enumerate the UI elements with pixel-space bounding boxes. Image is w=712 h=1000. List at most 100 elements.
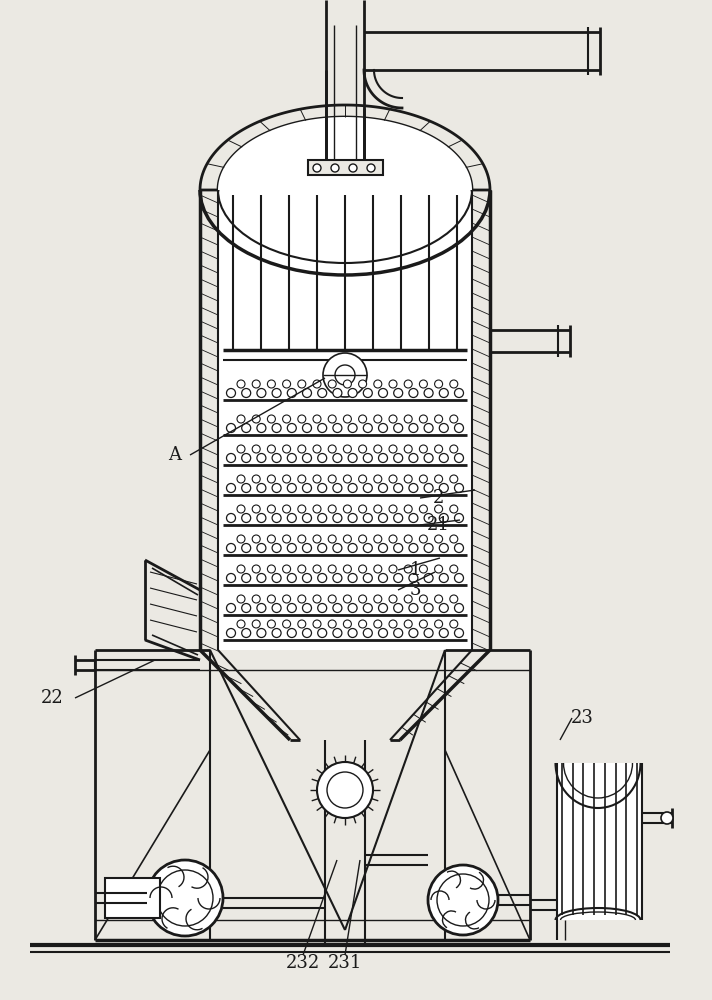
Circle shape	[379, 629, 387, 638]
Circle shape	[419, 535, 427, 543]
Circle shape	[226, 484, 236, 492]
Circle shape	[313, 535, 321, 543]
Circle shape	[313, 505, 321, 513]
Circle shape	[237, 475, 245, 483]
Circle shape	[237, 595, 245, 603]
Circle shape	[450, 505, 458, 513]
Circle shape	[328, 505, 336, 513]
Circle shape	[318, 574, 327, 582]
Circle shape	[318, 629, 327, 638]
Circle shape	[288, 603, 296, 612]
Circle shape	[328, 415, 336, 423]
Circle shape	[379, 424, 387, 432]
Circle shape	[313, 164, 321, 172]
Circle shape	[424, 484, 433, 492]
Circle shape	[404, 565, 412, 573]
Circle shape	[389, 535, 397, 543]
Circle shape	[272, 454, 281, 462]
Circle shape	[283, 380, 290, 388]
Circle shape	[389, 475, 397, 483]
Circle shape	[379, 388, 387, 397]
Circle shape	[333, 424, 342, 432]
Polygon shape	[218, 190, 472, 650]
Circle shape	[454, 544, 464, 552]
Circle shape	[434, 505, 443, 513]
Circle shape	[439, 484, 449, 492]
Circle shape	[389, 620, 397, 628]
Circle shape	[272, 603, 281, 612]
Circle shape	[323, 353, 367, 397]
Circle shape	[335, 365, 355, 385]
Circle shape	[419, 595, 427, 603]
Circle shape	[454, 484, 464, 492]
Circle shape	[283, 535, 290, 543]
Circle shape	[257, 544, 266, 552]
Circle shape	[313, 415, 321, 423]
Circle shape	[389, 505, 397, 513]
Circle shape	[298, 445, 305, 453]
Circle shape	[359, 620, 367, 628]
Circle shape	[450, 415, 458, 423]
Circle shape	[268, 505, 276, 513]
Circle shape	[268, 445, 276, 453]
Circle shape	[303, 484, 312, 492]
Circle shape	[404, 595, 412, 603]
Circle shape	[268, 565, 276, 573]
Circle shape	[389, 565, 397, 573]
Circle shape	[328, 565, 336, 573]
Circle shape	[349, 164, 357, 172]
Circle shape	[226, 629, 236, 638]
Circle shape	[404, 620, 412, 628]
Circle shape	[298, 505, 305, 513]
Circle shape	[327, 772, 363, 808]
Circle shape	[318, 603, 327, 612]
Circle shape	[454, 629, 464, 638]
Circle shape	[298, 535, 305, 543]
Circle shape	[363, 424, 372, 432]
Circle shape	[454, 454, 464, 462]
Circle shape	[333, 514, 342, 522]
Circle shape	[237, 535, 245, 543]
Circle shape	[404, 475, 412, 483]
Circle shape	[343, 595, 352, 603]
Circle shape	[359, 415, 367, 423]
Circle shape	[237, 565, 245, 573]
Circle shape	[226, 574, 236, 582]
Circle shape	[424, 514, 433, 522]
Circle shape	[333, 574, 342, 582]
Circle shape	[318, 514, 327, 522]
Circle shape	[298, 475, 305, 483]
Circle shape	[333, 544, 342, 552]
Circle shape	[343, 380, 352, 388]
Circle shape	[343, 475, 352, 483]
Circle shape	[313, 595, 321, 603]
Circle shape	[272, 629, 281, 638]
Circle shape	[241, 629, 251, 638]
Circle shape	[303, 514, 312, 522]
Circle shape	[298, 620, 305, 628]
Circle shape	[450, 475, 458, 483]
Polygon shape	[223, 195, 467, 350]
Circle shape	[419, 565, 427, 573]
Circle shape	[257, 574, 266, 582]
Circle shape	[409, 603, 418, 612]
Circle shape	[394, 629, 403, 638]
Circle shape	[419, 475, 427, 483]
Circle shape	[379, 454, 387, 462]
Circle shape	[404, 535, 412, 543]
Circle shape	[374, 380, 382, 388]
Circle shape	[363, 454, 372, 462]
Polygon shape	[558, 763, 641, 920]
Circle shape	[437, 874, 489, 926]
Circle shape	[241, 454, 251, 462]
Circle shape	[434, 475, 443, 483]
Circle shape	[439, 514, 449, 522]
Circle shape	[454, 514, 464, 522]
Circle shape	[409, 484, 418, 492]
Circle shape	[379, 514, 387, 522]
Circle shape	[419, 415, 427, 423]
Circle shape	[450, 535, 458, 543]
Circle shape	[409, 574, 418, 582]
Circle shape	[237, 620, 245, 628]
Circle shape	[424, 388, 433, 397]
